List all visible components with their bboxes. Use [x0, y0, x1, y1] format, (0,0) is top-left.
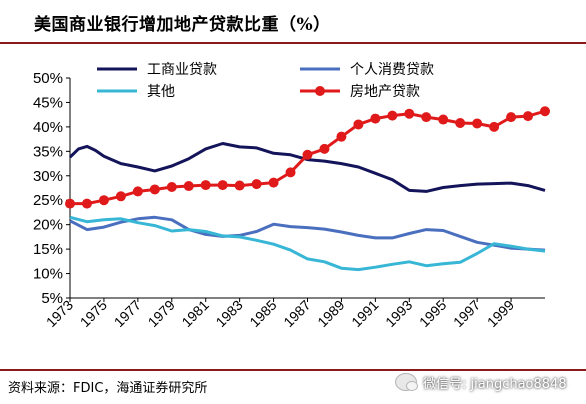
- chart-title: 美国商业银行增加地产贷款比重（%）: [34, 15, 331, 35]
- series-point: [472, 118, 483, 129]
- legend-label: 房地产贷款: [350, 84, 420, 100]
- legend-label: 其他: [147, 84, 175, 100]
- series-point: [370, 113, 381, 124]
- x-tick-label: 1991: [348, 297, 381, 330]
- y-tick-label: 20%: [33, 217, 63, 234]
- series-point: [404, 108, 415, 119]
- series-point: [353, 119, 364, 130]
- y-tick-label: 10%: [33, 266, 63, 283]
- series-point: [200, 180, 211, 191]
- series-point: [506, 112, 517, 123]
- series-point: [81, 198, 92, 209]
- y-tick-label: 5%: [41, 290, 63, 307]
- source-note: 资料来源：FDIC，海通证券研究所: [8, 381, 208, 396]
- series-point: [540, 106, 550, 117]
- y-tick-label: 40%: [33, 119, 63, 136]
- series-point: [438, 114, 449, 125]
- series-point: [132, 186, 143, 197]
- y-tick-label: 50%: [33, 70, 63, 87]
- wechat-icon: [395, 373, 418, 391]
- x-tick-label: 1997: [450, 297, 483, 330]
- series-point: [302, 149, 313, 160]
- series-point: [336, 131, 347, 142]
- x-tick-label: 1993: [382, 297, 415, 330]
- series-point: [251, 179, 262, 190]
- series-line: [68, 142, 546, 193]
- chart-area: 5%10%15%20%25%30%35%40%45%50%1973 1975 197…: [33, 62, 550, 330]
- y-tick-label: 25%: [33, 192, 63, 209]
- series-point: [183, 181, 194, 192]
- series-point: [166, 182, 177, 193]
- y-tick-label: 15%: [33, 241, 63, 258]
- series-point: [217, 180, 228, 191]
- series-point: [455, 117, 466, 128]
- series-point: [319, 143, 330, 154]
- watermark: 微信号: jiangchao8848: [395, 370, 567, 394]
- x-tick-label: 1995: [416, 297, 449, 330]
- series-point: [489, 121, 500, 132]
- series-point: [65, 198, 75, 209]
- y-tick-label: 35%: [33, 143, 63, 160]
- series-point: [115, 191, 126, 202]
- y-tick-label: 30%: [33, 168, 63, 185]
- x-tick-label: 1977: [111, 297, 144, 330]
- series-line: [69, 215, 546, 252]
- series-point: [98, 195, 109, 206]
- x-tick-label: 1981: [178, 297, 211, 330]
- series-line: [69, 215, 546, 272]
- x-tick-label: 1989: [314, 297, 347, 330]
- x-tick-label: 1999: [484, 297, 517, 330]
- series-point: [268, 177, 279, 188]
- series-point: [523, 111, 534, 122]
- series-point: [234, 180, 245, 191]
- footer-divider: [0, 369, 586, 371]
- watermark-text: 微信号: jiangchao8848: [423, 376, 567, 392]
- series-point: [387, 110, 398, 121]
- x-tick-label: 1979: [145, 297, 178, 330]
- x-tick-label: 1975: [77, 297, 110, 330]
- x-tick-label: 1983: [212, 297, 245, 330]
- series-point: [421, 112, 432, 123]
- y-tick-label: 45%: [33, 94, 63, 111]
- x-tick-label: 1987: [280, 297, 313, 330]
- x-tick-label: 1985: [246, 297, 279, 330]
- series-point: [149, 184, 160, 195]
- legend-label: 个人消费贷款: [350, 62, 434, 78]
- legend-marker: [315, 86, 325, 96]
- legend-label: 工商业贷款: [147, 62, 217, 78]
- series-point: [285, 167, 296, 178]
- title-bar: 美国商业银行增加地产贷款比重（%）: [0, 0, 586, 44]
